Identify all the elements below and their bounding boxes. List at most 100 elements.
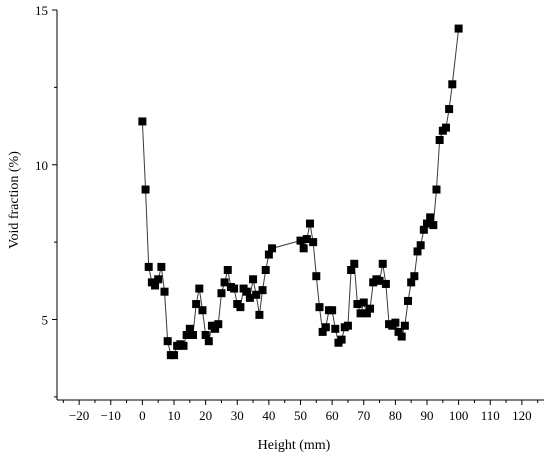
x-tick-label: 10 — [168, 408, 181, 423]
data-point — [220, 278, 229, 287]
data-point — [378, 259, 387, 268]
data-point — [141, 185, 150, 194]
data-point — [188, 331, 197, 339]
data-point — [230, 284, 239, 293]
data-point — [337, 335, 346, 344]
data-point — [318, 327, 327, 336]
data-point — [391, 318, 400, 327]
axes — [56, 10, 544, 401]
data-point — [381, 279, 390, 288]
data-point — [236, 303, 245, 312]
data-point — [445, 105, 454, 114]
data-point — [252, 290, 261, 299]
data-point — [312, 272, 321, 281]
series-line — [141, 28, 460, 356]
data-point — [454, 24, 463, 33]
x-tick-label: 20 — [199, 408, 212, 423]
data-point — [343, 321, 352, 330]
data-point — [305, 219, 314, 228]
data-point — [347, 266, 356, 274]
data-point — [154, 275, 163, 284]
data-point — [201, 331, 210, 339]
data-point — [356, 309, 365, 318]
data-point — [157, 262, 166, 271]
data-point — [419, 225, 428, 234]
data-point — [404, 296, 413, 305]
x-tick-label: 30 — [231, 408, 244, 423]
x-tick-label: 100 — [449, 408, 469, 423]
x-tick-label: 0 — [139, 408, 146, 423]
data-point — [182, 331, 191, 339]
data-point — [163, 337, 172, 346]
data-point — [350, 259, 359, 268]
data-point — [362, 309, 371, 318]
data-point — [151, 281, 160, 290]
x-tick-label: 110 — [481, 408, 500, 423]
x-tick-label: 70 — [357, 408, 370, 423]
data-point — [366, 304, 375, 313]
data-point — [359, 298, 368, 307]
data-point — [410, 272, 419, 281]
data-point — [198, 306, 207, 315]
data-point — [245, 293, 254, 302]
x-tick-label: 80 — [389, 408, 402, 423]
data-point — [214, 320, 223, 329]
data-point — [400, 321, 409, 330]
data-point — [217, 289, 226, 298]
x-tick-label: 120 — [512, 408, 532, 423]
data-point — [258, 286, 267, 295]
x-tick-label: 60 — [326, 408, 339, 423]
data-point — [321, 323, 330, 332]
x-tick-label: −20 — [69, 408, 89, 423]
series — [138, 24, 463, 360]
y-tick-label: 10 — [35, 158, 48, 173]
data-point — [435, 136, 444, 144]
data-point — [255, 310, 264, 319]
data-point — [432, 185, 441, 194]
data-point — [299, 244, 308, 253]
data-point — [413, 247, 422, 256]
data-point — [315, 303, 324, 312]
data-point — [185, 324, 194, 333]
data-point — [407, 278, 416, 287]
data-point — [331, 324, 340, 333]
data-point — [211, 324, 220, 333]
data-point — [268, 244, 277, 253]
y-tick-label: 5 — [42, 313, 49, 328]
data-point — [242, 287, 251, 296]
data-point — [309, 238, 318, 247]
data-point — [204, 337, 213, 346]
data-point — [160, 287, 169, 296]
data-point — [394, 327, 403, 336]
data-point — [249, 275, 258, 284]
data-point — [416, 241, 425, 250]
data-point — [179, 341, 188, 350]
data-point — [296, 236, 305, 245]
data-point — [170, 351, 179, 360]
data-point — [429, 221, 438, 230]
data-point — [375, 276, 384, 285]
data-point — [328, 306, 337, 315]
data-point — [422, 219, 431, 228]
data-point — [302, 235, 311, 244]
ticks: −20 −10 0 10 20 30 40 50 60 70 80 90 100 110 120 5 10 15 — [35, 3, 539, 423]
x-tick-label: 90 — [420, 408, 433, 423]
x-axis-title: Height (mm) — [258, 438, 331, 453]
x-tick-label: 40 — [262, 408, 275, 423]
x-tick-label: −10 — [101, 408, 121, 423]
data-point — [192, 300, 201, 309]
data-point — [264, 250, 273, 259]
data-point — [195, 284, 204, 293]
y-axis-title: Void fraction (%) — [7, 151, 22, 249]
y-tick-label: 15 — [35, 3, 48, 18]
data-point — [397, 332, 406, 341]
data-point — [426, 213, 435, 222]
data-point — [223, 266, 232, 274]
data-point — [144, 262, 153, 271]
data-point — [448, 80, 457, 89]
x-tick-label: 50 — [294, 408, 307, 423]
data-point — [261, 266, 270, 274]
data-point — [138, 117, 147, 126]
data-point — [353, 300, 362, 309]
